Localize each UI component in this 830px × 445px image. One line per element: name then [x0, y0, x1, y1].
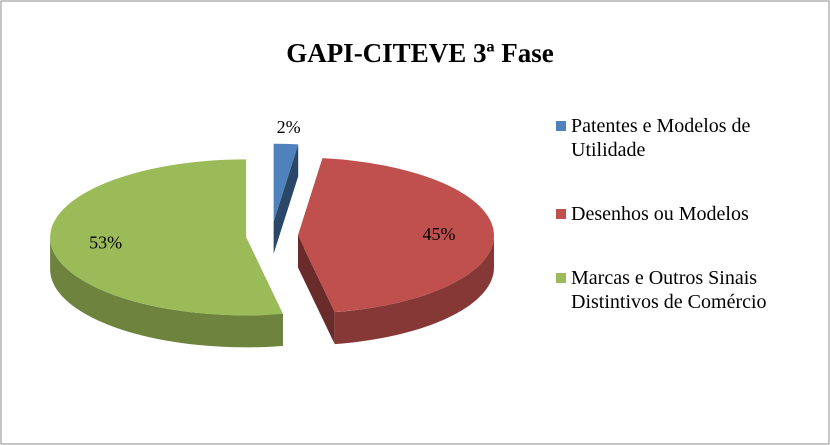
- slice-side: [297, 235, 335, 345]
- legend-swatch: [556, 209, 566, 219]
- legend-swatch: [556, 121, 566, 131]
- legend-item: Desenhos ou Modelos: [556, 202, 811, 226]
- legend-item: Patentes e Modelos de Utilidade: [556, 114, 811, 162]
- slice: [297, 158, 494, 345]
- slice-wall: [50, 237, 283, 348]
- data-label: 45%: [423, 224, 456, 244]
- slice-top: [297, 158, 494, 313]
- slice-side: [273, 144, 299, 254]
- data-label: 53%: [89, 233, 122, 253]
- legend-label: Marcas e Outros Sinais Distintivos de Co…: [571, 267, 767, 313]
- legend-swatch: [556, 273, 566, 283]
- legend-label: Desenhos ou Modelos: [571, 203, 749, 225]
- data-label: 2%: [277, 117, 301, 137]
- chart-title: GAPI-CITEVE 3ª Fase: [286, 38, 554, 68]
- slice: [273, 143, 299, 254]
- legend: Patentes e Modelos de Utilidade Desenhos …: [556, 114, 811, 354]
- slice-top: [50, 159, 283, 316]
- slice-wall: [334, 235, 494, 345]
- legend-item: Marcas e Outros Sinais Distintivos de Co…: [556, 266, 811, 314]
- slice: [50, 159, 283, 348]
- slice-top: [273, 143, 299, 222]
- legend-label: Patentes e Modelos de Utilidade: [571, 115, 751, 161]
